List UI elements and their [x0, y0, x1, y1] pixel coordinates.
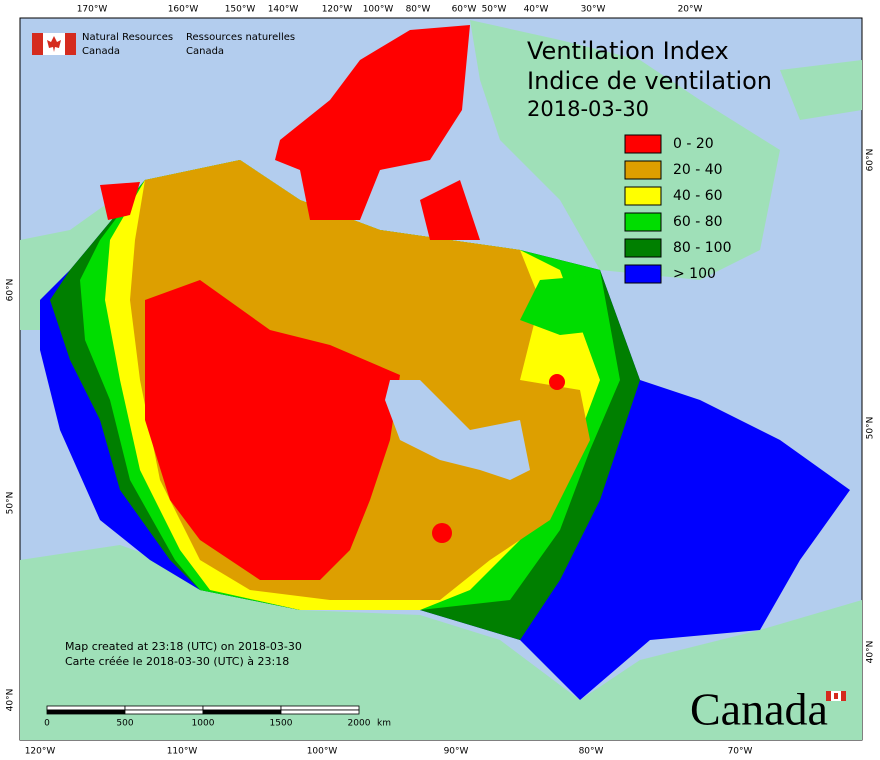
graticule-label: 50°N: [866, 417, 876, 440]
zone-red-north: [100, 180, 480, 240]
zone-red: [145, 280, 400, 580]
legend-swatch: [624, 212, 662, 232]
note: Map created at 23:18 (UTC) on 2018-03-30: [65, 640, 302, 653]
scale-segment: [46, 705, 126, 711]
scale-segment: [124, 705, 204, 711]
scale-label: 2000: [348, 719, 371, 729]
hotspot: [549, 374, 565, 390]
agency-french: Canada: [186, 46, 224, 57]
agency-english: Canada: [82, 46, 120, 57]
graticule-label: 120°W: [25, 747, 56, 757]
graticule-label: 60°W: [452, 5, 477, 15]
graticule-label: 50°N: [6, 492, 16, 515]
baffin-east: [520, 275, 605, 335]
graticule-label: 160°W: [168, 5, 199, 15]
graticule-label: 100°W: [307, 747, 338, 757]
scale-label: 1000: [192, 719, 215, 729]
legend-swatch: [624, 134, 662, 154]
graticule-label: 170°W: [77, 5, 108, 15]
graticule-label: 40°W: [524, 5, 549, 15]
scale-label: 500: [116, 719, 133, 729]
scale-segment: [46, 709, 126, 715]
graticule-label: 50°W: [482, 5, 507, 15]
graticule-label: 40°N: [6, 689, 16, 712]
agency-french: Ressources naturelles: [186, 32, 295, 43]
scale-segment: [202, 709, 282, 715]
scale-label: 0: [44, 719, 50, 729]
scale-segment: [280, 709, 360, 715]
graticule-label: 90°W: [444, 747, 469, 757]
legend-label: 80 - 100: [673, 240, 732, 256]
legend-swatch: [624, 186, 662, 206]
scale-segment: [124, 709, 204, 715]
graticule-label: 60°N: [6, 279, 16, 302]
title: Indice de ventilation: [527, 67, 772, 95]
iceland: [780, 60, 862, 120]
arctic-islands: [275, 25, 470, 220]
scale-label: 1500: [270, 719, 293, 729]
graticule-label: 30°W: [581, 5, 606, 15]
canada: [40, 25, 850, 700]
legend-swatch: [624, 160, 662, 180]
graticule-label: 80°W: [406, 5, 431, 15]
graticule-label: 60°N: [866, 149, 876, 172]
hotspot: [432, 523, 452, 543]
wordmark: Canada: [690, 684, 828, 735]
wordmark-flag: [826, 691, 846, 701]
graticule-label: 110°W: [167, 747, 198, 757]
scale-unit: km: [377, 719, 391, 729]
agency-english: Natural Resources: [82, 32, 173, 43]
title-date: 2018-03-30: [527, 97, 649, 121]
graticule-label: 100°W: [363, 5, 394, 15]
graticule-label: 150°W: [225, 5, 256, 15]
legend-label: > 100: [673, 266, 716, 282]
legend-swatch: [624, 238, 662, 258]
graticule-label: 80°W: [579, 747, 604, 757]
scale-segment: [280, 705, 360, 711]
graticule-label: 120°W: [322, 5, 353, 15]
title: Ventilation Index: [527, 37, 729, 65]
graticule-label: 140°W: [268, 5, 299, 15]
legend-swatch: [624, 264, 662, 284]
legend-label: 60 - 80: [673, 214, 723, 230]
legend-label: 40 - 60: [673, 188, 723, 204]
graticule-label: 70°W: [728, 747, 753, 757]
graticule-label: 40°N: [866, 641, 876, 664]
legend-label: 20 - 40: [673, 162, 723, 178]
note: Carte créée le 2018-03-30 (UTC) à 23:18: [65, 655, 289, 668]
graticule-label: 20°W: [678, 5, 703, 15]
agency-logo: [32, 33, 76, 55]
legend-label: 0 - 20: [673, 136, 714, 152]
hudson-bay: [385, 380, 530, 480]
scale-segment: [202, 705, 282, 711]
